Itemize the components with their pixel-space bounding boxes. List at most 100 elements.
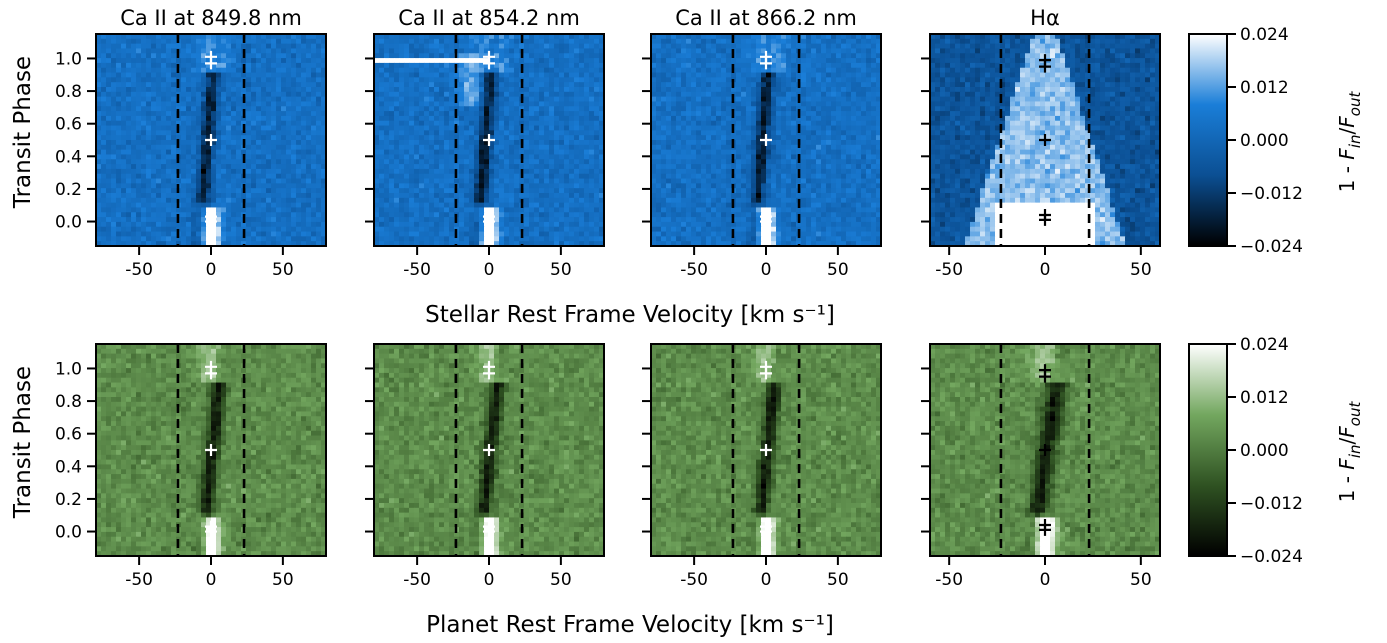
heatmap-cell [251,236,257,242]
heatmap-cell [271,115,277,122]
heatmap-cell [691,91,697,98]
heatmap-cell [136,154,142,160]
heatmap-cell [141,207,147,213]
heatmap-cell [301,130,307,136]
heatmap-cell [519,164,525,170]
heatmap-cell [656,111,662,117]
heatmap-cell [569,231,575,237]
heatmap-cell [121,87,127,93]
heatmap-cell [281,62,287,69]
heatmap-cell [726,67,732,74]
heatmap-cell [96,149,102,156]
heatmap-cell [464,144,470,151]
heatmap-cell [589,38,595,45]
heatmap-cell [374,241,380,246]
heatmap-cell [236,43,242,50]
heatmap-cell [221,96,227,103]
heatmap-cell [564,178,570,184]
heatmap-cell [306,87,312,93]
heatmap-cell [231,82,237,88]
heatmap-cell [211,120,217,127]
heatmap-cell [136,34,142,40]
heatmap-cell [499,164,505,170]
heatmap-cell [379,38,385,45]
heatmap-cell [549,106,555,112]
heatmap-cell [116,87,122,93]
heatmap-cell [504,111,510,117]
heatmap-cell [196,202,202,209]
heatmap-cell [716,106,722,112]
heatmap-cell [241,120,247,127]
heatmap-cell [306,173,312,180]
heatmap-cell [564,241,570,246]
heatmap-cell [191,207,197,213]
heatmap-cell [771,115,777,122]
heatmap-cell [574,72,580,78]
heatmap-cell [564,67,570,74]
heatmap-cell [206,130,212,136]
heatmap-cell [261,188,267,194]
heatmap-cell [176,106,182,112]
heatmap-cell [394,154,400,160]
heatmap-cell [469,140,475,146]
heatmap-cell [106,149,112,156]
heatmap-cell [261,43,267,50]
heatmap-cell [384,53,390,59]
heatmap-cell [479,130,485,136]
heatmap-cell [181,202,187,209]
heatmap-cell [539,48,545,54]
heatmap-cell [574,115,580,122]
heatmap-cell [101,168,107,175]
heatmap-cell [756,125,762,131]
heatmap-cell [136,115,142,122]
heatmap-cell [661,72,667,78]
heatmap-cell [716,67,722,74]
heatmap-cell [746,34,752,40]
heatmap-cell [544,135,550,141]
heatmap-cell [146,87,152,93]
heatmap-cell [96,236,102,242]
heatmap-cell [469,241,475,246]
heatmap-cell [296,77,302,83]
heatmap-cell [584,207,590,213]
heatmap-cell [711,111,717,117]
heatmap-cell [216,58,222,64]
heatmap-cell [409,149,415,156]
heatmap-cell [459,159,465,165]
heatmap-cell [594,159,600,165]
heatmap-cell [656,53,662,59]
heatmap-cell [186,236,192,242]
heatmap-cell [746,125,752,131]
heatmap-cell [276,72,282,78]
heatmap-cell [484,197,490,204]
heatmap-cell [479,226,485,233]
heatmap-cell [181,91,187,98]
heatmap-cell [201,53,207,59]
heatmap-cell [564,38,570,45]
heatmap-cell [811,72,817,78]
heatmap-cell [221,226,227,233]
heatmap-cell [389,115,395,122]
heatmap-cell [201,120,207,127]
heatmap-cell [429,106,435,112]
heatmap-cell [519,106,525,112]
heatmap-cell [161,48,167,54]
heatmap-cell [589,120,595,127]
heatmap-cell [494,144,500,151]
heatmap-cell [831,62,837,69]
heatmap-cell [509,212,515,218]
heatmap-cell [559,87,565,93]
heatmap-cell [594,226,600,233]
heatmap-cell [394,115,400,122]
heatmap-cell [554,207,560,213]
heatmap-cell [216,149,222,156]
heatmap-cell [509,120,515,127]
heatmap-cell [751,82,757,88]
heatmap-cell [171,53,177,59]
heatmap-cell [676,111,682,117]
heatmap-cell [296,217,302,223]
heatmap-cell [251,82,257,88]
heatmap-cell [866,111,872,117]
heatmap-cell [589,202,595,209]
heatmap-cell [301,111,307,117]
